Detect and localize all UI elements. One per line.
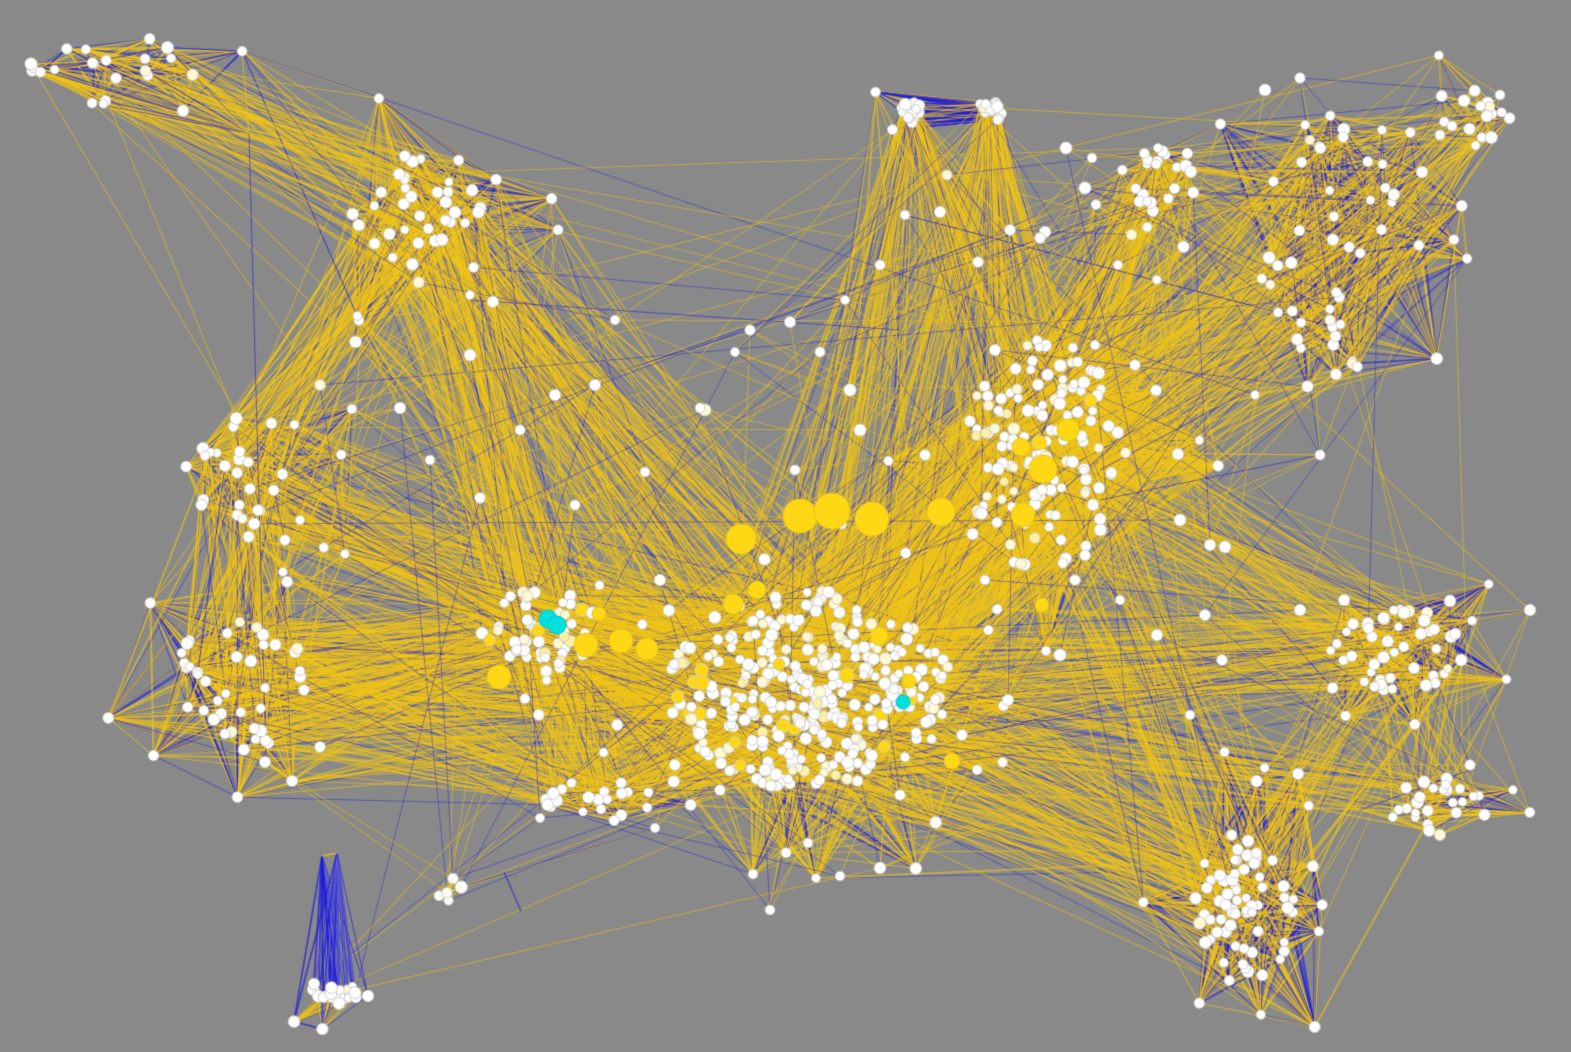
graph-canvas-container xyxy=(0,0,1571,1052)
network-graph-canvas[interactable] xyxy=(0,0,1571,1052)
